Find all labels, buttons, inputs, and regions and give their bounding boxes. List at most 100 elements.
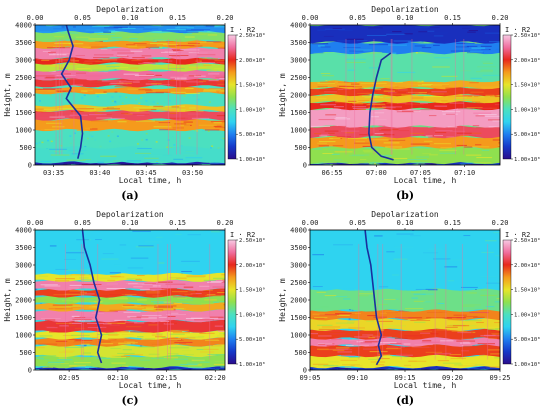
heatmap-speckle bbox=[69, 135, 72, 137]
colorbar-tick-label: 2.00×10⁹ bbox=[514, 262, 541, 269]
layer-streak bbox=[481, 149, 490, 151]
layer-streak bbox=[132, 113, 150, 115]
heatmap-speckle bbox=[162, 47, 165, 49]
layer-streak bbox=[219, 83, 225, 85]
layer-streak bbox=[313, 52, 324, 54]
layer-streak bbox=[119, 81, 133, 83]
layer-streak bbox=[497, 293, 500, 295]
heatmap-speckle bbox=[345, 344, 348, 346]
layer-streak bbox=[323, 365, 339, 367]
layer-streak bbox=[187, 290, 198, 292]
layer-streak bbox=[368, 27, 383, 29]
layer-streak bbox=[87, 327, 102, 329]
heatmap-speckle bbox=[151, 85, 154, 87]
layer-streak bbox=[138, 89, 152, 91]
layer-streak bbox=[196, 289, 213, 291]
layer-streak bbox=[441, 111, 461, 113]
layer-streak bbox=[340, 355, 356, 357]
y-tick-label: 3000 bbox=[290, 56, 307, 64]
layer-streak bbox=[149, 340, 157, 342]
heatmap-speckle bbox=[163, 101, 166, 103]
layer-streak bbox=[188, 107, 196, 109]
layer-streak bbox=[171, 291, 188, 293]
panel-label: (c) bbox=[121, 394, 138, 407]
layer-streak bbox=[410, 291, 420, 293]
layer-streak bbox=[59, 325, 70, 327]
layer-streak bbox=[462, 27, 470, 29]
y-tick-label: 2500 bbox=[290, 74, 307, 82]
layer-streak bbox=[127, 88, 143, 90]
colorbar-tick-label: 1.00×10⁰ bbox=[239, 156, 266, 163]
top-tick-label: 0.10 bbox=[397, 219, 414, 227]
layer-streak bbox=[84, 127, 93, 129]
layer-streak bbox=[106, 332, 118, 334]
layer-streak bbox=[498, 142, 500, 144]
layer-streak bbox=[126, 66, 144, 68]
layer-streak bbox=[36, 357, 44, 359]
layer-streak bbox=[472, 146, 490, 148]
layer-streak bbox=[355, 49, 372, 51]
layer-streak bbox=[108, 302, 128, 304]
layer-streak bbox=[401, 94, 412, 96]
layer-streak bbox=[451, 330, 468, 332]
layer-streak bbox=[212, 301, 220, 303]
layer-streak bbox=[379, 154, 391, 156]
heatmap-speckle bbox=[114, 56, 117, 58]
layer-streak bbox=[106, 356, 126, 358]
layer-streak bbox=[107, 40, 120, 42]
heatmap-speckle bbox=[38, 141, 41, 144]
layer-streak bbox=[166, 314, 187, 316]
layer-streak bbox=[111, 362, 126, 364]
layer-streak bbox=[140, 60, 148, 62]
layer-streak bbox=[115, 67, 129, 69]
layer-streak bbox=[382, 106, 403, 108]
heatmap-speckle bbox=[119, 101, 122, 104]
heatmap-speckle bbox=[391, 309, 394, 311]
layer-streak bbox=[180, 152, 198, 154]
layer-streak bbox=[460, 286, 478, 288]
layer-streak bbox=[439, 152, 456, 154]
layer-streak bbox=[318, 364, 334, 366]
layer-streak bbox=[203, 89, 221, 91]
layer-streak bbox=[126, 160, 141, 162]
layer-streak bbox=[183, 37, 192, 39]
layer-streak bbox=[62, 73, 71, 75]
heatmap-speckle bbox=[94, 139, 97, 141]
heatmap-speckle bbox=[351, 338, 354, 341]
layer-streak bbox=[329, 137, 341, 139]
layer-streak bbox=[41, 112, 55, 114]
layer-streak bbox=[363, 87, 371, 89]
layer-streak bbox=[70, 274, 86, 276]
layer-streak bbox=[160, 320, 170, 322]
layer-streak bbox=[475, 127, 485, 129]
layer-streak bbox=[320, 134, 330, 136]
layer-streak bbox=[199, 351, 215, 353]
layer-streak bbox=[473, 112, 492, 114]
layer-streak bbox=[410, 132, 425, 134]
layer-streak bbox=[215, 76, 225, 78]
layer-streak bbox=[47, 363, 61, 365]
layer-streak bbox=[45, 64, 59, 66]
layer-streak bbox=[331, 153, 340, 155]
layer-streak bbox=[355, 91, 368, 93]
layer-streak bbox=[326, 345, 334, 347]
layer-streak bbox=[72, 84, 84, 86]
layer-streak bbox=[368, 67, 383, 69]
layer-streak bbox=[121, 306, 138, 308]
layer-streak bbox=[109, 163, 124, 165]
layer-streak bbox=[142, 308, 154, 310]
layer-streak bbox=[64, 293, 85, 295]
heatmap-speckle bbox=[85, 288, 88, 290]
layer-streak bbox=[74, 316, 86, 318]
layer-streak bbox=[343, 89, 357, 91]
layer-streak bbox=[394, 102, 413, 104]
layer-streak bbox=[59, 117, 69, 119]
layer-streak bbox=[138, 346, 155, 348]
layer-streak bbox=[361, 95, 378, 97]
layer-streak bbox=[79, 269, 93, 271]
layer-streak bbox=[150, 83, 162, 85]
layer-streak bbox=[101, 343, 114, 345]
top-axis-label: Depolarization bbox=[96, 210, 164, 219]
layer-streak bbox=[175, 45, 195, 47]
layer-streak bbox=[100, 326, 107, 328]
